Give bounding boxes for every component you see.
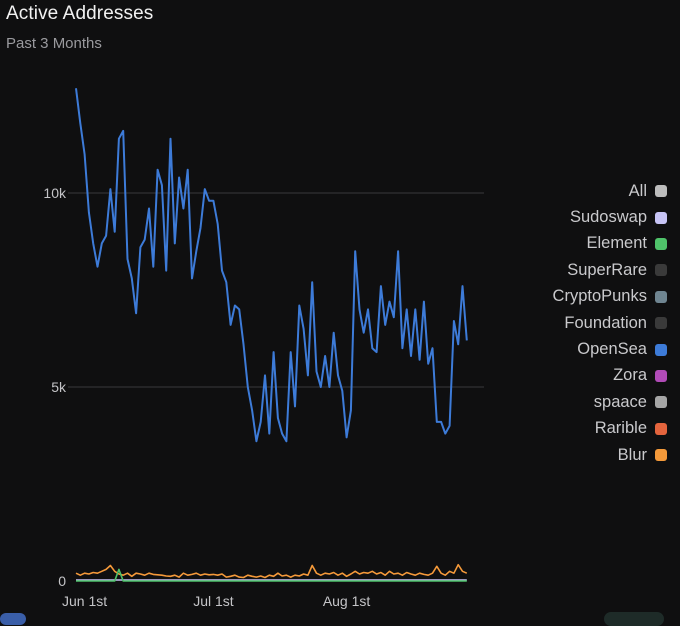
gridlines [68, 192, 484, 388]
legend-swatch [655, 264, 667, 277]
x-tick-label: Jul 1st [193, 593, 234, 609]
legend-label: Zora [613, 366, 647, 385]
legend-label: SuperRare [567, 260, 647, 279]
y-axis-ticks: 0 5k 10k [43, 185, 67, 589]
legend-swatch [655, 237, 667, 250]
legend-item-blur[interactable]: Blur [618, 442, 667, 468]
chart-legend: All Sudoswap Element SuperRare CryptoPunks Fo… [553, 178, 667, 468]
legend-item-element[interactable]: Element [586, 231, 667, 257]
legend-label: Element [586, 234, 647, 253]
legend-item-opensea[interactable]: OpenSea [577, 336, 667, 362]
legend-item-cryptopunks[interactable]: CryptoPunks [553, 284, 667, 310]
y-tick-label: 10k [43, 185, 67, 201]
bottom-right-control[interactable] [604, 612, 664, 626]
legend-item-rarible[interactable]: Rarible [595, 416, 667, 442]
x-tick-label: Jun 1st [62, 593, 107, 609]
legend-swatch [655, 211, 667, 224]
legend-swatch [655, 317, 667, 330]
series-line-blur [75, 563, 468, 579]
legend-label: CryptoPunks [552, 287, 647, 306]
chart-title: Active Addresses [6, 3, 154, 24]
bottom-left-control[interactable] [0, 613, 26, 625]
legend-label: OpenSea [577, 340, 647, 359]
legend-label: Sudoswap [569, 208, 647, 227]
series-lines [75, 88, 468, 582]
legend-swatch [655, 185, 667, 198]
legend-swatch [655, 449, 667, 462]
legend-swatch [655, 290, 667, 303]
legend-item-superrare[interactable]: SuperRare [567, 257, 667, 283]
legend-swatch [655, 422, 667, 435]
legend-item-zora[interactable]: Zora [613, 363, 667, 389]
series-line-element [76, 568, 467, 582]
y-tick-label: 0 [58, 573, 66, 589]
legend-label: spaace [593, 392, 647, 411]
series-line-opensea [75, 88, 468, 443]
x-tick-label: Aug 1st [323, 593, 371, 609]
legend-label: Blur [617, 445, 647, 464]
legend-label: Rarible [594, 419, 647, 438]
legend-item-spaace[interactable]: spaace [594, 389, 667, 415]
legend-item-all[interactable]: All [629, 178, 667, 204]
x-axis-ticks: Jun 1st Jul 1st Aug 1st [62, 593, 370, 609]
legend-label: Foundation [564, 313, 647, 332]
legend-item-sudoswap[interactable]: Sudoswap [570, 204, 667, 230]
legend-item-foundation[interactable]: Foundation [564, 310, 667, 336]
legend-swatch [655, 396, 667, 409]
legend-swatch [655, 343, 667, 356]
y-tick-label: 5k [51, 379, 67, 395]
legend-swatch [655, 369, 667, 382]
chart-subtitle: Past 3 Months [6, 35, 102, 52]
legend-label: All [628, 181, 647, 200]
